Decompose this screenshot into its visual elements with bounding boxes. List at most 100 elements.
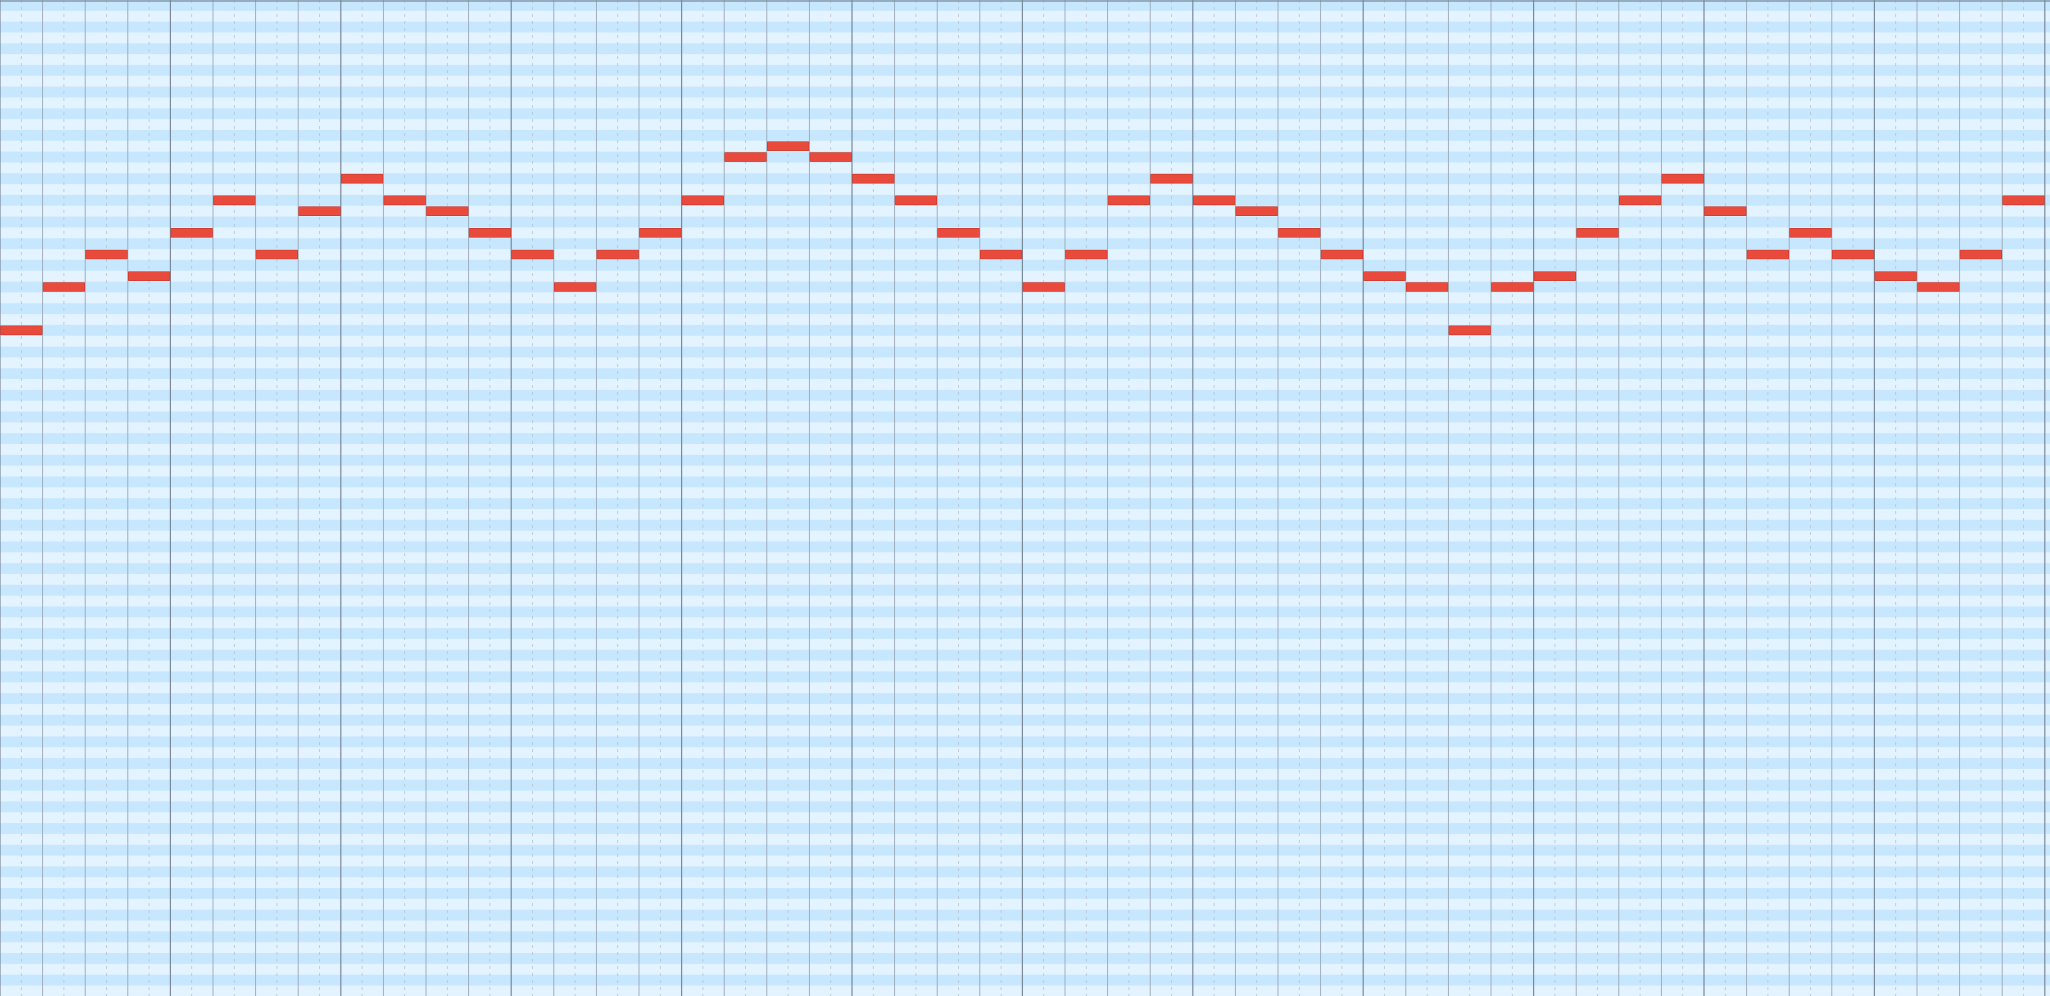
note-block[interactable] xyxy=(937,228,980,238)
note-block[interactable] xyxy=(1619,195,1662,206)
note-block[interactable] xyxy=(809,152,852,162)
pitch-row[interactable] xyxy=(0,433,2050,445)
note-block[interactable] xyxy=(1704,206,1747,216)
pitch-row[interactable] xyxy=(0,108,2050,120)
pitch-row[interactable] xyxy=(0,768,2050,781)
pitch-row[interactable] xyxy=(0,411,2050,423)
pitch-row[interactable] xyxy=(0,660,2050,672)
pitch-row[interactable] xyxy=(0,465,2050,478)
note-block[interactable] xyxy=(2002,195,2045,206)
note-block[interactable] xyxy=(1150,173,1193,184)
pitch-row[interactable] xyxy=(0,86,2050,98)
pitch-row[interactable] xyxy=(0,985,2050,996)
note-block[interactable] xyxy=(1448,325,1491,336)
pitch-row[interactable] xyxy=(0,454,2050,467)
note-block[interactable] xyxy=(1533,271,1576,281)
pitch-row[interactable] xyxy=(0,335,2050,348)
pitch-row[interactable] xyxy=(0,682,2050,694)
pitch-row[interactable] xyxy=(0,920,2050,932)
pitch-row[interactable] xyxy=(0,368,2050,380)
note-block[interactable] xyxy=(298,206,341,216)
note-block[interactable] xyxy=(1278,228,1321,238)
pitch-row[interactable] xyxy=(0,487,2050,499)
pitch-row[interactable] xyxy=(0,43,2050,55)
pitch-row[interactable] xyxy=(0,855,2050,867)
pitch-row[interactable] xyxy=(0,184,2050,196)
pitch-row[interactable] xyxy=(0,812,2050,824)
note-block[interactable] xyxy=(553,282,597,292)
pitch-row[interactable] xyxy=(0,54,2050,66)
pitch-row[interactable] xyxy=(0,21,2050,33)
note-block[interactable] xyxy=(1917,282,1960,292)
note-block[interactable] xyxy=(894,195,937,206)
note-block[interactable] xyxy=(1022,282,1065,292)
note-block[interactable] xyxy=(383,195,426,206)
note-block[interactable] xyxy=(468,228,512,238)
pitch-row[interactable] xyxy=(0,758,2050,770)
pitch-row[interactable] xyxy=(0,422,2050,434)
pitch-row[interactable] xyxy=(0,953,2050,965)
note-block[interactable] xyxy=(1193,195,1236,206)
pitch-row[interactable] xyxy=(0,693,2050,705)
note-block[interactable] xyxy=(340,173,384,184)
note-block[interactable] xyxy=(852,173,895,184)
pitch-row[interactable] xyxy=(0,303,2050,315)
note-block[interactable] xyxy=(0,325,43,336)
pitch-row[interactable] xyxy=(0,444,2050,456)
pitch-row[interactable] xyxy=(0,249,2050,261)
pitch-row[interactable] xyxy=(0,617,2050,629)
pitch-row[interactable] xyxy=(0,909,2050,922)
pitch-row[interactable] xyxy=(0,238,2050,250)
pitch-row[interactable] xyxy=(0,823,2050,835)
note-block[interactable] xyxy=(1874,271,1917,281)
pitch-row[interactable] xyxy=(0,725,2050,737)
pitch-row[interactable] xyxy=(0,498,2050,510)
pitch-row[interactable] xyxy=(0,606,2050,618)
note-block[interactable] xyxy=(1107,195,1150,206)
pitch-row[interactable] xyxy=(0,194,2050,207)
pitch-row[interactable] xyxy=(0,573,2050,586)
note-block[interactable] xyxy=(1661,173,1704,184)
pitch-row[interactable] xyxy=(0,628,2050,640)
pitch-row[interactable] xyxy=(0,324,2050,337)
pitch-row[interactable] xyxy=(0,32,2050,44)
note-block[interactable] xyxy=(1789,228,1832,238)
pitch-row[interactable] xyxy=(0,140,2050,153)
note-block[interactable] xyxy=(255,249,299,260)
pitch-row[interactable] xyxy=(0,119,2050,131)
pitch-row[interactable] xyxy=(0,259,2050,272)
pitch-row[interactable] xyxy=(0,227,2050,239)
note-block[interactable] xyxy=(1235,206,1278,216)
pitch-row[interactable] xyxy=(0,346,2050,358)
pitch-row[interactable] xyxy=(0,638,2050,651)
note-block[interactable] xyxy=(1491,282,1534,292)
note-block[interactable] xyxy=(1363,271,1406,281)
pitch-row[interactable] xyxy=(0,314,2050,326)
pitch-row[interactable] xyxy=(0,400,2050,413)
pitch-row[interactable] xyxy=(0,801,2050,813)
note-block[interactable] xyxy=(1065,249,1108,260)
note-block[interactable] xyxy=(1406,282,1449,292)
pitch-row[interactable] xyxy=(0,595,2050,607)
pitch-row[interactable] xyxy=(0,974,2050,987)
pitch-row[interactable] xyxy=(0,671,2050,683)
note-block[interactable] xyxy=(596,249,639,260)
note-block[interactable] xyxy=(639,228,682,238)
pitch-row[interactable] xyxy=(0,844,2050,857)
note-block[interactable] xyxy=(1746,249,1789,260)
pitch-row[interactable] xyxy=(0,97,2050,109)
pitch-row[interactable] xyxy=(0,703,2050,716)
note-block[interactable] xyxy=(1320,249,1363,260)
pitch-row[interactable] xyxy=(0,541,2050,553)
pitch-row[interactable] xyxy=(0,563,2050,575)
note-block[interactable] xyxy=(979,249,1023,260)
note-block[interactable] xyxy=(511,249,554,260)
note-block[interactable] xyxy=(128,271,171,281)
pitch-row[interactable] xyxy=(0,649,2050,662)
pitch-row[interactable] xyxy=(0,10,2050,23)
pitch-row[interactable] xyxy=(0,476,2050,488)
pitch-row[interactable] xyxy=(0,64,2050,77)
pitch-row[interactable] xyxy=(0,270,2050,283)
